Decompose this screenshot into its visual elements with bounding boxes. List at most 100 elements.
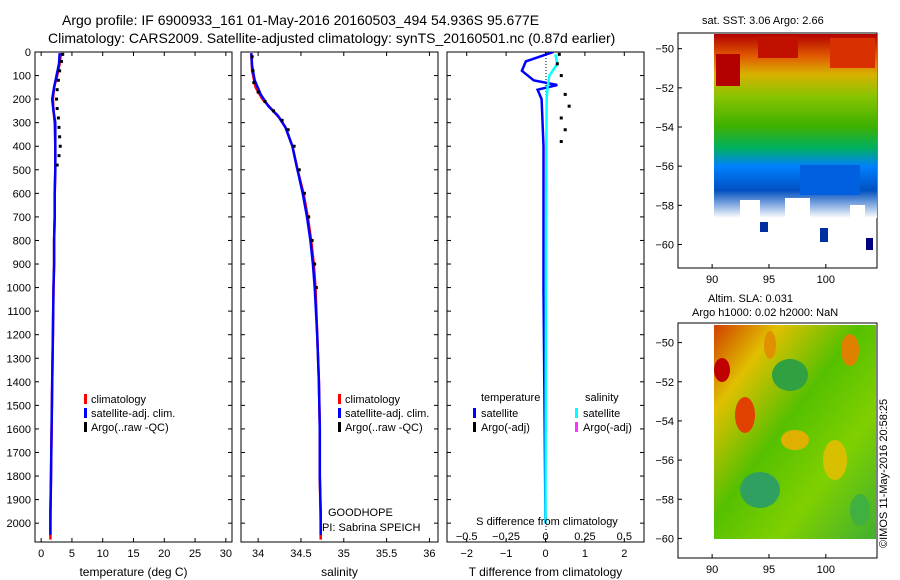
sst-patch [866, 238, 873, 250]
depth-tick-label: 400 [13, 141, 31, 153]
legend-title-salinity: salinity [585, 392, 619, 404]
map-y-tick-label: −60 [655, 240, 674, 252]
argo-data-point [559, 140, 563, 144]
argo-data-point [272, 109, 276, 113]
x-tick-label: 36 [423, 548, 435, 560]
argo-data-point [57, 154, 61, 158]
legend-swatch-t-argo [473, 422, 476, 432]
temperature-panel-frame [34, 51, 233, 543]
x-axis-label: salinity [321, 565, 358, 579]
sla-high-anomaly [735, 397, 755, 433]
argo-data-point [263, 99, 267, 103]
legend-label-climatology: climatology [91, 394, 147, 406]
argo-data-point [559, 116, 563, 120]
argo-data-point [61, 52, 65, 56]
temperature-plot-area [49, 52, 65, 540]
sla-map-title-line2: Argo h1000: 0.02 h2000: NaN [692, 307, 838, 319]
map-y-tick-label: −54 [655, 122, 674, 134]
argo-data-point [292, 144, 296, 148]
x-tick-label: 5 [69, 548, 75, 560]
map-y-tick-label: −50 [655, 338, 674, 350]
argo-data-point [59, 59, 63, 63]
x-tick-label: 34.5 [290, 548, 311, 560]
legend-swatch-climatology [338, 394, 341, 404]
legend-swatch-satellite [338, 408, 341, 418]
legend-swatch-climatology [84, 394, 87, 404]
legend-label-s-satellite: satellite [583, 408, 620, 420]
x-tick-label: 2 [621, 548, 627, 560]
sst-cloud-gap [785, 198, 810, 218]
depth-tick-label: 1600 [7, 424, 31, 436]
depth-tick-label: 1700 [7, 447, 31, 459]
x-tick-label: 0 [38, 548, 44, 560]
argo-data-point [56, 116, 60, 120]
argo-data-point [57, 125, 61, 129]
argo-data-point [56, 78, 60, 82]
sla-high-anomaly [714, 358, 730, 382]
depth-tick-label: 2000 [7, 518, 31, 530]
difference-legend: temperature salinity satellite Argo(-adj… [473, 392, 632, 434]
argo-data-point [563, 92, 567, 96]
map-y-tick-label: −56 [655, 455, 674, 467]
x-tick-label: 20 [158, 548, 170, 560]
argo-data-point [55, 97, 59, 101]
depth-tick-label: 1000 [7, 283, 31, 295]
top-tick-label: −0.5 [456, 531, 478, 543]
map-y-tick-label: −52 [655, 377, 674, 389]
top-tick-label: −0.25 [492, 531, 520, 543]
depth-tick-label: 1500 [7, 400, 31, 412]
series-line [544, 54, 559, 524]
legend-label-argo: Argo(..raw -QC) [345, 422, 423, 434]
sst-warm-patch [716, 54, 740, 86]
argo-data-point [55, 88, 59, 92]
difference-plot-area [520, 52, 571, 542]
map-x-tick-label: 100 [817, 274, 835, 286]
legend-label-s-argo: Argo(-adj) [583, 422, 632, 434]
x-tick-label: 34 [252, 548, 264, 560]
depth-tick-label: 0 [25, 47, 31, 59]
depth-tick-label: 1200 [7, 330, 31, 342]
depth-tick-label: 800 [13, 235, 31, 247]
depth-axis: 0 100 200 300 400 500 600 700 800 900 1000 1100 1200… [7, 47, 644, 530]
sla-high-anomaly [823, 440, 847, 480]
legend-swatch-s-satellite [575, 408, 578, 418]
difference-x-axis: −2 −1 0 1 2 T difference from climatology −0.5… [456, 52, 632, 579]
argo-data-point [557, 52, 561, 56]
argo-data-point [58, 69, 62, 73]
map-y-tick-label: −56 [655, 161, 674, 173]
top-tick-label: 0.5 [617, 531, 632, 543]
legend-label-t-argo: Argo(-adj) [481, 422, 530, 434]
x-tick-label: 0 [542, 548, 548, 560]
top-tick-label: 0 [542, 531, 548, 543]
difference-top-axis-title: S difference from climatology [476, 516, 618, 528]
sla-low-anomaly [850, 494, 870, 526]
x-tick-label: 35 [338, 548, 350, 560]
sst-map-field [714, 34, 877, 250]
legend-swatch-argo [84, 422, 87, 432]
figure-title-line2: Climatology: CARS2009. Satellite-adjuste… [48, 30, 616, 46]
argo-data-point [567, 104, 571, 108]
map-y-tick-label: −50 [655, 44, 674, 56]
map-y-tick-label: −54 [655, 416, 674, 428]
map-x-tick-label: 95 [763, 564, 775, 576]
sla-map-axes: 90 95 100 −50 −52 −54 −56 −58 −60 [655, 338, 835, 576]
argo-data-point [314, 286, 318, 290]
legend-swatch-argo [338, 422, 341, 432]
legend-label-t-satellite: satellite [481, 408, 518, 420]
sst-warm-patch [830, 38, 875, 68]
map-y-tick-label: −60 [655, 533, 674, 545]
map-y-tick-label: −58 [655, 494, 674, 506]
sst-cloud-gap [740, 200, 760, 218]
x-tick-label: −1 [500, 548, 513, 560]
legend-label-satellite: satellite-adj. clim. [91, 408, 175, 420]
map-x-tick-label: 100 [817, 564, 835, 576]
legend-label-argo: Argo(..raw -QC) [91, 422, 169, 434]
depth-tick-label: 700 [13, 212, 31, 224]
legend-swatch-satellite [84, 408, 87, 418]
sst-map-axes: 90 95 100 −50 −52 −54 −56 −58 −60 [655, 44, 835, 286]
depth-tick-label: 100 [13, 71, 31, 83]
sst-warm-patch [758, 36, 798, 58]
argo-data-point [250, 55, 254, 59]
depth-tick-label: 1100 [7, 306, 31, 318]
